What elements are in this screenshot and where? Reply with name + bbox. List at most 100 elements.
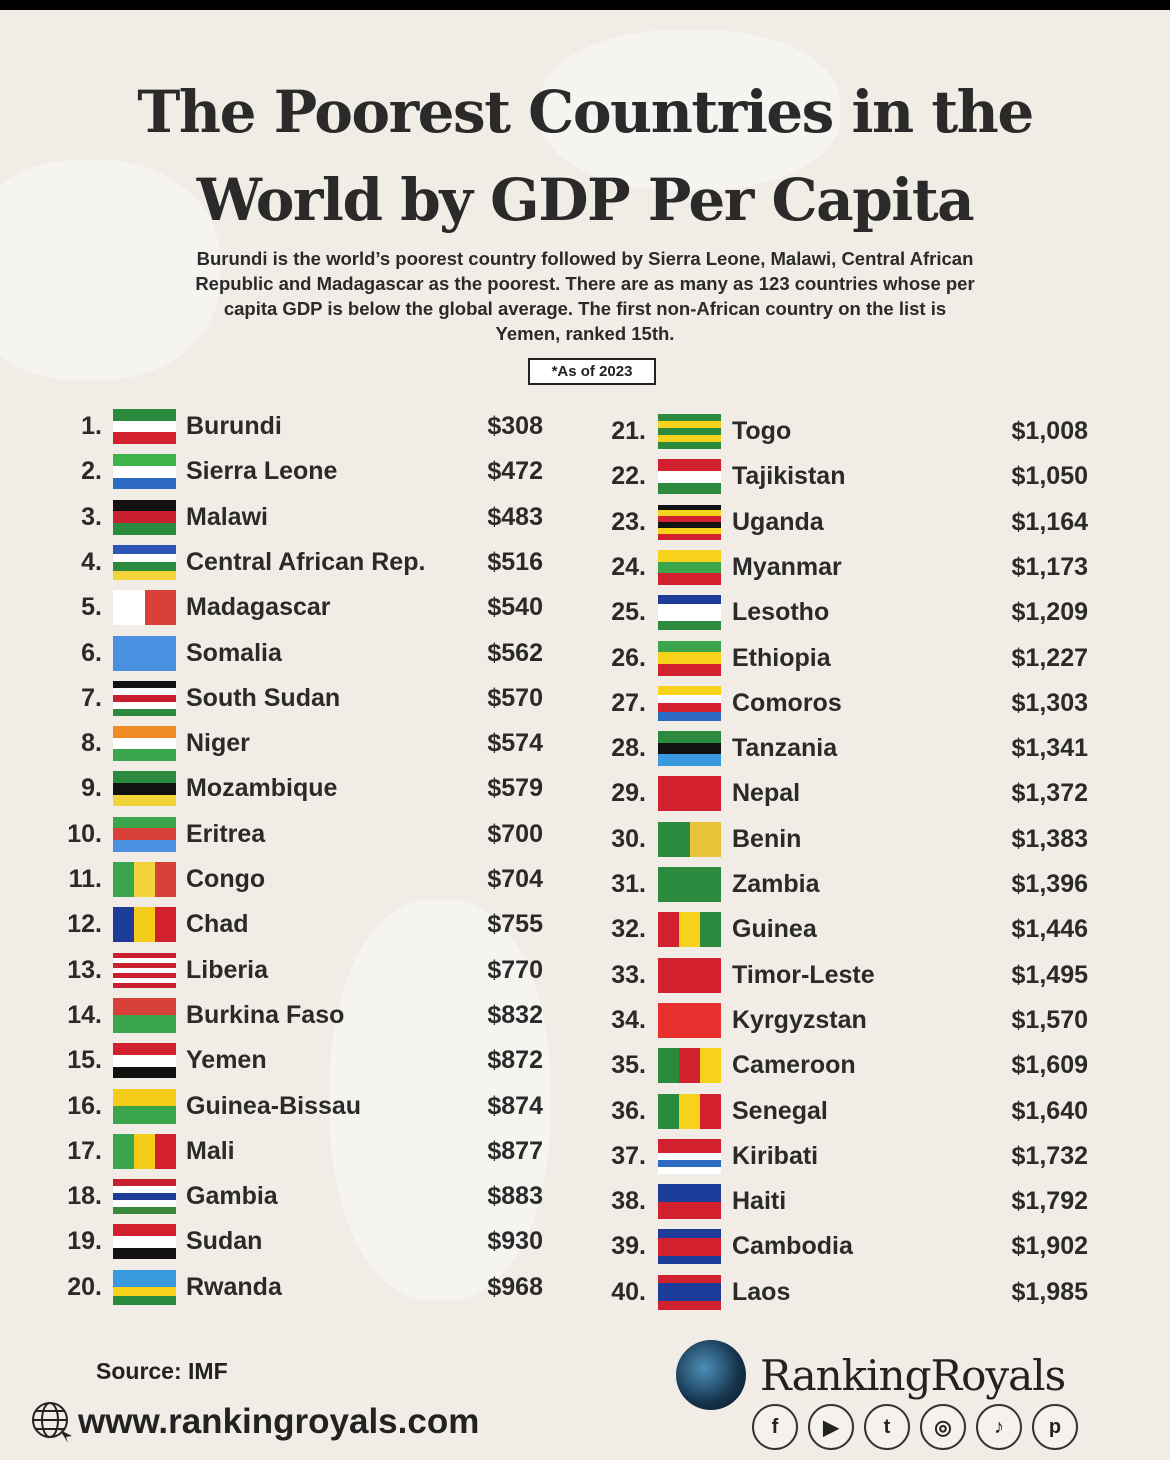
gdp-value: $1,640 xyxy=(1011,1096,1088,1125)
country-name: Rwanda xyxy=(186,1272,282,1301)
flag-stripe xyxy=(113,997,176,1016)
flag-stripe xyxy=(113,409,176,421)
flag-stripe xyxy=(658,561,721,574)
flag-stripe xyxy=(658,1255,721,1265)
rank-label: 10. xyxy=(67,819,102,848)
flag-stripe xyxy=(658,776,721,812)
table-row: 35. Cameroon $1,609 xyxy=(0,1045,1170,1085)
country-name: Central African Rep. xyxy=(186,547,426,576)
facebook-icon[interactable]: f xyxy=(752,1404,798,1450)
flag-stripe xyxy=(658,573,721,585)
rank-label: 17. xyxy=(67,1136,102,1165)
rank-label: 16. xyxy=(67,1091,102,1120)
twitter-icon[interactable]: t xyxy=(864,1404,910,1450)
instagram-icon[interactable]: ◎ xyxy=(920,1404,966,1450)
country-name: Haiti xyxy=(732,1187,787,1216)
gdp-value: $883 xyxy=(487,1182,543,1211)
flag-stripe xyxy=(658,652,721,664)
rank-label: 27. xyxy=(611,688,646,717)
tiktok-icon[interactable]: ♪ xyxy=(976,1404,1022,1450)
flag-icon xyxy=(658,867,721,902)
gdp-value: $540 xyxy=(487,593,543,622)
as-of-badge: *As of 2023 xyxy=(528,358,656,385)
flag-stripe xyxy=(679,1093,700,1129)
rank-label: 34. xyxy=(611,1005,646,1034)
flag-stripe xyxy=(113,972,176,978)
flag-stripe xyxy=(113,1287,176,1296)
flag-stripe xyxy=(658,459,721,471)
rank-label: 32. xyxy=(611,915,646,944)
flag-icon xyxy=(113,590,176,626)
rank-label: 35. xyxy=(611,1051,646,1080)
gdp-value: $1,209 xyxy=(1011,598,1088,627)
table-row: 4. Central African Rep. $516 xyxy=(0,542,1170,582)
flag-stripe xyxy=(113,862,134,897)
flag-stripe xyxy=(113,840,176,852)
flag-stripe xyxy=(113,635,176,671)
table-row: 30. Benin $1,383 xyxy=(0,819,1170,859)
country-name: Malawi xyxy=(186,502,268,531)
flag-stripe xyxy=(658,1201,721,1220)
flag-icon xyxy=(113,1088,176,1124)
rank-label: 21. xyxy=(611,417,646,445)
gdp-value: $930 xyxy=(487,1227,543,1256)
website-link[interactable]: www.rankingroyals.com xyxy=(30,1400,479,1444)
flag-stripe xyxy=(113,1133,134,1169)
table-row: 36. Senegal $1,640 xyxy=(0,1091,1170,1131)
flag-stripe xyxy=(113,432,176,444)
flag-stripe xyxy=(658,1048,679,1084)
gdp-value: $1,902 xyxy=(1011,1232,1088,1261)
pinterest-icon[interactable]: p xyxy=(1032,1404,1078,1450)
flag-stripe xyxy=(658,549,721,562)
country-name: Cameroon xyxy=(732,1051,856,1080)
country-name: Myanmar xyxy=(732,552,842,581)
gdp-value: $516 xyxy=(487,547,543,576)
country-name: Cambodia xyxy=(732,1232,853,1261)
flag-stripe xyxy=(113,816,176,829)
website-url[interactable]: www.rankingroyals.com xyxy=(78,1402,480,1441)
table-row: 21. Togo $1,008 xyxy=(0,411,1170,451)
gdp-value: $1,792 xyxy=(1011,1187,1088,1216)
flag-stripe xyxy=(113,687,176,695)
rank-label: 9. xyxy=(81,774,102,803)
rank-label: 19. xyxy=(67,1227,102,1256)
gdp-value: $308 xyxy=(487,412,543,440)
flag-stripe xyxy=(113,962,176,968)
flag-icon xyxy=(658,731,721,767)
flag-icon xyxy=(113,816,176,852)
flag-icon xyxy=(658,1138,721,1174)
youtube-icon[interactable]: ▶ xyxy=(808,1404,854,1450)
gdp-value: $1,372 xyxy=(1011,779,1088,808)
flag-stripe xyxy=(658,435,721,442)
flag-stripe xyxy=(113,1193,176,1201)
flag-stripe xyxy=(658,421,721,428)
flag-stripe xyxy=(658,712,721,721)
country-name: Laos xyxy=(732,1277,791,1306)
rank-label: 15. xyxy=(67,1046,102,1075)
flag-icon xyxy=(658,1093,721,1129)
gdp-value: $874 xyxy=(487,1091,543,1120)
table-row: 17. Mali $877 xyxy=(0,1131,1170,1171)
country-name: Burundi xyxy=(186,412,282,440)
table-row: 40. Laos $1,985 xyxy=(0,1272,1170,1312)
table-row: 24. Myanmar $1,173 xyxy=(0,547,1170,587)
table-row: 27. Comoros $1,303 xyxy=(0,683,1170,723)
flag-stripe xyxy=(658,731,721,743)
country-name: Madagascar xyxy=(186,593,331,622)
subtitle-line: capita GDP is below the global average. … xyxy=(223,298,947,319)
flag-stripe xyxy=(113,553,176,563)
title-line-2: World by GDP Per Capita xyxy=(196,166,975,234)
country-name: Somalia xyxy=(186,638,282,667)
flag-stripe xyxy=(155,862,176,897)
flag-stripe xyxy=(113,957,176,963)
country-name: Yemen xyxy=(186,1046,267,1075)
globe-logo-icon xyxy=(676,1340,746,1410)
country-name: Sierra Leone xyxy=(186,457,338,486)
flag-stripe xyxy=(155,907,176,943)
country-name: Zambia xyxy=(732,870,820,898)
flag-icon xyxy=(113,952,176,988)
flag-stripe xyxy=(658,1229,721,1239)
subtitle-line: Yemen, ranked 15th. xyxy=(495,323,675,344)
rank-label: 33. xyxy=(611,960,646,989)
flag-stripe xyxy=(658,694,721,704)
